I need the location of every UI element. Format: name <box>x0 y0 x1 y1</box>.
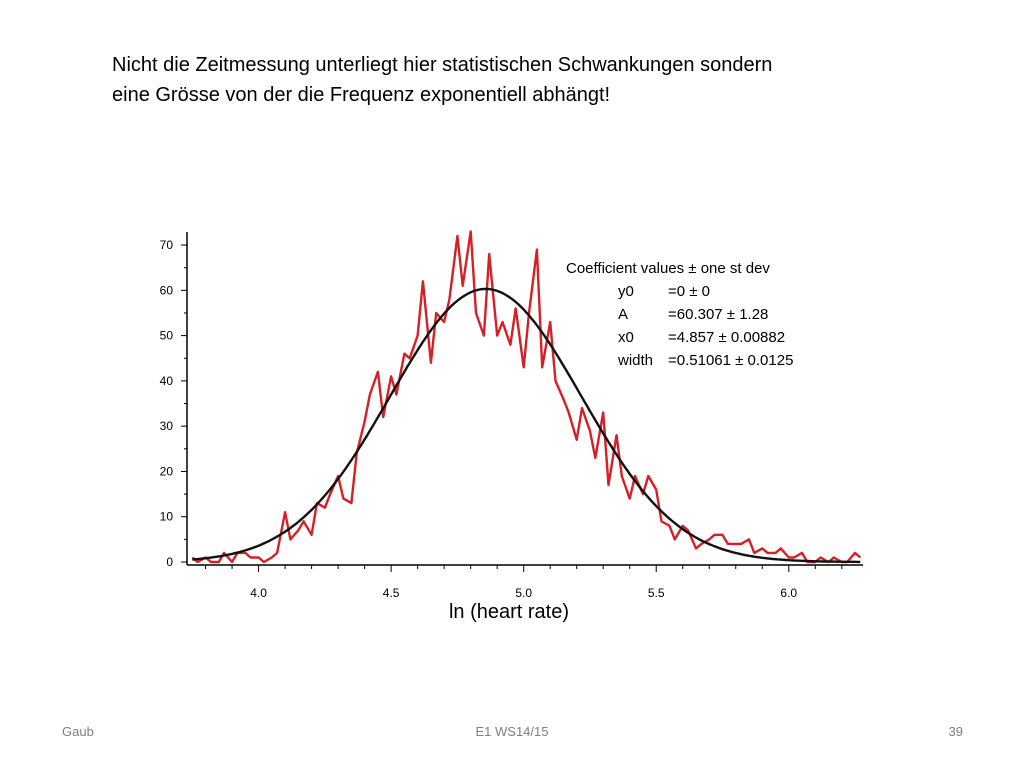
slide-text: Nicht die Zeitmessung unterliegt hier st… <box>112 50 912 110</box>
chart-axes <box>186 232 863 566</box>
chart-ticks: 0 10 20 30 40 50 60 70 4.0 4.5 5.0 5.5 6.0 <box>160 238 843 600</box>
annotation-label: y0 <box>618 283 634 300</box>
slide-text-line-2: eine Grösse von der die Frequenz exponen… <box>112 84 611 106</box>
annotation-value: =0 ± 0 <box>668 283 710 300</box>
y-tick-label: 30 <box>160 419 174 433</box>
footer-author: Gaub <box>62 724 94 739</box>
y-tick-label: 20 <box>160 464 174 478</box>
slide-text-line-1: Nicht die Zeitmessung unterliegt hier st… <box>112 54 773 76</box>
page-number: 39 <box>948 724 963 739</box>
x-axis-label: ln (heart rate) <box>449 601 569 623</box>
y-tick-label: 50 <box>160 329 174 343</box>
y-tick-label: 70 <box>160 238 174 252</box>
x-tick-label: 6.0 <box>780 586 797 600</box>
y-tick-label: 60 <box>160 283 174 297</box>
annotation-value: =4.857 ± 0.00882 <box>668 329 785 346</box>
annotation-label: width <box>617 352 653 369</box>
x-tick-label: 5.0 <box>515 586 532 600</box>
y-tick-label: 40 <box>160 374 174 388</box>
annotation-label: x0 <box>618 329 634 346</box>
annotation-value: =60.307 ± 1.28 <box>668 306 768 323</box>
gauss-fit-line <box>192 287 861 564</box>
annotation-value: =0.51061 ± 0.0125 <box>668 352 793 369</box>
x-tick-label: 5.5 <box>648 586 665 600</box>
annotation-heading: Coefficient values ± one st dev <box>566 260 770 277</box>
chart-marks <box>191 230 862 564</box>
y-tick-label: 0 <box>166 555 173 569</box>
histogram-line <box>191 230 862 564</box>
fit-coefficients: Coefficient values ± one st dev y0 =0 ± 0 A… <box>566 260 793 369</box>
footer-course: E1 WS14/15 <box>475 724 549 739</box>
x-tick-label: 4.5 <box>383 586 400 600</box>
annotation-label: A <box>618 306 628 323</box>
x-tick-label: 4.0 <box>250 586 267 600</box>
chart: 0 10 20 30 40 50 60 70 4.0 4.5 5.0 5.5 6.0 Coefficie… <box>160 230 863 623</box>
y-tick-label: 10 <box>160 510 174 524</box>
